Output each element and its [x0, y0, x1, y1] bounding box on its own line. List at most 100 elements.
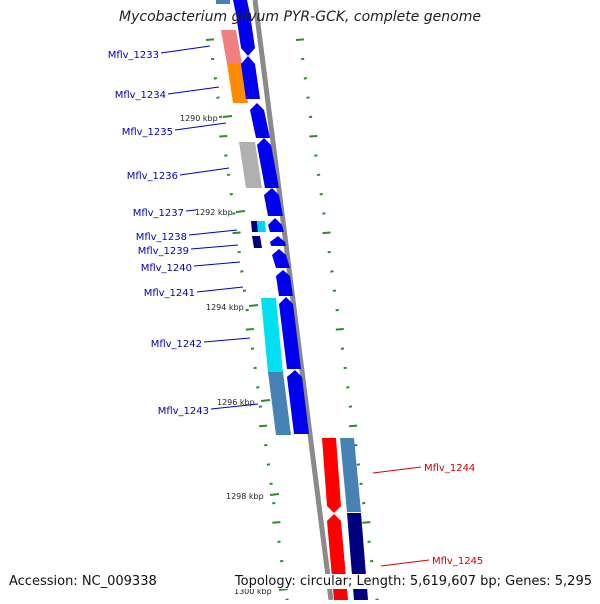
tick-mark	[335, 328, 344, 331]
scale-label: 1300 kbp	[234, 587, 272, 596]
category-block	[239, 142, 262, 188]
tick-mark	[369, 559, 374, 563]
scale-tick	[222, 115, 233, 118]
scale-label: 1290 kbp	[180, 114, 218, 123]
tick-mark	[354, 443, 358, 447]
gene-label[interactable]: Mflv_1242	[151, 339, 202, 350]
scale-tick	[269, 493, 280, 496]
tick-mark	[250, 347, 255, 350]
gene-label-line	[185, 209, 197, 212]
tick-marks	[205, 38, 379, 601]
accession-text: Accession: NC_009338	[9, 574, 157, 589]
tick-mark	[224, 154, 228, 157]
tick-mark	[322, 231, 331, 235]
gene-arrow	[264, 188, 283, 216]
scale-tick	[235, 210, 246, 213]
tick-mark	[264, 443, 268, 447]
gene-arrow	[270, 236, 286, 246]
category-block	[257, 221, 266, 232]
tick-mark	[322, 212, 326, 215]
tick-mark	[253, 366, 257, 370]
tick-mark	[367, 540, 371, 544]
gene-label-line	[203, 337, 251, 343]
genome-backbone	[252, 0, 334, 601]
tick-mark	[219, 134, 228, 138]
tick-mark	[266, 463, 271, 466]
tick-mark	[213, 77, 218, 80]
gene-label[interactable]: Mflv_1241	[144, 288, 195, 299]
tick-mark	[308, 115, 313, 119]
tick-mark	[237, 250, 241, 254]
gene-arrow	[276, 270, 293, 296]
tick-mark	[229, 192, 233, 196]
tick-mark	[314, 154, 318, 157]
category-block	[216, 0, 230, 4]
scale-label: 1296 kbp	[217, 398, 255, 407]
scale-labels: 1290 kbp 1292 kbp 1294 kbp 1296 kbp 1298…	[180, 114, 289, 596]
gene-label[interactable]: Mflv_1245	[432, 556, 483, 567]
scale-label: 1294 kbp	[206, 303, 244, 312]
gene-label[interactable]: Mflv_1233	[108, 50, 159, 61]
gene-arrows	[233, 0, 348, 600]
tick-mark	[327, 250, 331, 254]
genome-title: Mycobacterium gilvum PYR-GCK, complete g…	[119, 9, 481, 25]
gene-labels-right: Mflv_1244 Mflv_1245	[372, 463, 483, 567]
tick-mark	[277, 540, 281, 544]
tick-mark	[319, 192, 323, 196]
tick-mark	[242, 289, 247, 293]
category-block	[261, 298, 283, 373]
gene-label-line	[196, 286, 244, 293]
gene-arrow	[257, 138, 279, 188]
gene-label-line	[188, 229, 238, 236]
category-block	[340, 438, 361, 512]
tick-mark	[306, 96, 310, 99]
tick-mark	[343, 366, 347, 370]
tick-mark	[346, 386, 350, 389]
tick-mark	[303, 77, 308, 80]
gene-arrow	[250, 103, 270, 138]
gene-label[interactable]: Mflv_1237	[133, 208, 184, 219]
gene-label-line	[174, 122, 227, 131]
gene-label-line	[190, 244, 239, 250]
gene-label[interactable]: Mflv_1239	[138, 246, 189, 257]
gene-arrow	[236, 14, 255, 56]
tick-mark	[356, 463, 361, 466]
tick-mark	[295, 38, 305, 41]
gene-arrow	[268, 218, 284, 232]
tick-mark	[232, 231, 241, 235]
gene-label[interactable]: Mflv_1240	[141, 263, 192, 274]
gene-arrow	[241, 56, 260, 99]
tick-mark	[349, 424, 358, 428]
tick-mark	[226, 173, 231, 177]
gene-label[interactable]: Mflv_1236	[127, 171, 178, 182]
tick-mark	[205, 38, 215, 41]
tick-mark	[279, 559, 284, 563]
gene-label[interactable]: Mflv_1235	[122, 127, 173, 138]
scale-tick	[278, 588, 289, 591]
gene-label[interactable]: Mflv_1243	[158, 406, 209, 417]
tick-mark	[272, 521, 281, 524]
tick-mark	[362, 521, 371, 524]
tick-mark	[245, 328, 254, 331]
scale-tick	[260, 399, 271, 402]
gene-label-line	[193, 261, 241, 267]
category-block	[252, 236, 262, 248]
gene-label-line	[210, 403, 259, 410]
gene-label[interactable]: Mflv_1234	[115, 90, 166, 101]
gene-arrow	[233, 0, 250, 14]
gene-label[interactable]: Mflv_1238	[136, 232, 187, 243]
scale-label: 1298 kbp	[226, 492, 264, 501]
gene-label[interactable]: Mflv_1244	[424, 463, 475, 474]
tick-mark	[359, 482, 363, 486]
tick-mark	[218, 115, 223, 119]
gene-arrow-reverse	[322, 438, 341, 513]
gene-label-line	[160, 45, 211, 54]
tick-mark	[258, 405, 263, 408]
scale-tick	[248, 304, 259, 307]
tick-mark	[300, 57, 305, 61]
category-block	[251, 221, 258, 232]
tick-mark	[335, 308, 339, 312]
category-block	[221, 30, 242, 64]
